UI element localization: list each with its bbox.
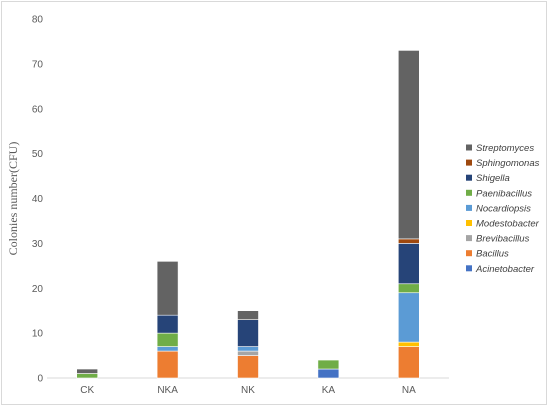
y-axis-label: Colonies number(CFU) (6, 142, 20, 256)
bar-segment-nocardiopsis-nk (237, 346, 259, 352)
y-tick-label: 10 (32, 329, 44, 340)
legend-swatch (466, 174, 472, 181)
y-tick-label: 70 (32, 59, 44, 70)
legend-label: Paenibacillus (476, 188, 532, 199)
legend-swatch (466, 235, 472, 242)
bar-segment-bacillus-nka (156, 350, 179, 379)
bar-segment-streptomyces-nk (237, 310, 259, 320)
y-tick-label: 50 (32, 149, 44, 160)
legend-swatch (466, 220, 472, 226)
legend-label: Streptomyces (476, 143, 534, 154)
bar-segment-paenibacillus-na (397, 283, 420, 294)
bar-segment-nocardiopsis-na (397, 292, 420, 343)
bar-segment-shigella-na (397, 243, 420, 285)
bar-segment-acinetobacter-ka (317, 368, 340, 379)
legend-swatch (466, 265, 472, 272)
bar-segment-shigella-nka (156, 314, 179, 334)
legend: Streptomyces Sphingomonas Shigella Paenibac… (466, 143, 540, 275)
bar-segment-brevibacillus-nk (237, 350, 259, 356)
y-tick-label: 0 (37, 374, 43, 385)
legend-label: Modestobacter (476, 219, 540, 230)
legend-label: Brevibacillus (476, 234, 530, 245)
x-tick-label: NK (241, 385, 255, 396)
x-tick-label: CK (80, 385, 94, 396)
bars (76, 50, 420, 379)
bar-segment-streptomyces-ck (76, 368, 98, 374)
legend-swatch (466, 250, 472, 257)
bar-segment-bacillus-nk (237, 355, 259, 379)
legend-swatch (466, 189, 472, 196)
y-tick-label: 20 (32, 284, 44, 295)
legend-swatch (466, 204, 472, 211)
bar-segment-streptomyces-na (397, 50, 420, 240)
bar-segment-streptomyces-nka (156, 261, 179, 316)
legend-label: Shigella (476, 173, 510, 184)
bar-segment-sphingomonas-na (397, 238, 420, 244)
legend-label: Nocardiopsis (476, 203, 531, 214)
y-tick-label: 80 (32, 15, 44, 26)
x-tick-label: NKA (157, 385, 178, 396)
x-tick-label: KA (322, 385, 336, 396)
legend-swatch (466, 159, 472, 166)
bar-segment-paenibacillus-ka (317, 359, 340, 370)
bar-segment-shigella-nk (237, 319, 259, 347)
y-tick-label: 40 (32, 194, 44, 205)
bar-segment-paenibacillus-ck (76, 373, 98, 379)
y-tick-label: 30 (32, 239, 44, 250)
legend-label: Sphingomonas (476, 158, 540, 169)
bar-segment-bacillus-na (397, 346, 420, 379)
x-tick-label: NA (402, 385, 416, 396)
legend-swatch (466, 144, 472, 151)
y-axis-ticks: 0 10 20 30 40 50 60 70 80 (32, 15, 44, 385)
bar-segment-paenibacillus-nka (156, 332, 179, 347)
bar-segment-nocardiopsis-nka (156, 346, 179, 352)
legend-label: Acinetobacter (475, 264, 535, 275)
x-axis-ticks: CK NKA NK KA NA (80, 385, 416, 396)
legend-label: Bacillus (476, 249, 509, 260)
y-tick-label: 60 (32, 104, 44, 115)
bar-segment-modestobacter-na (397, 341, 420, 347)
